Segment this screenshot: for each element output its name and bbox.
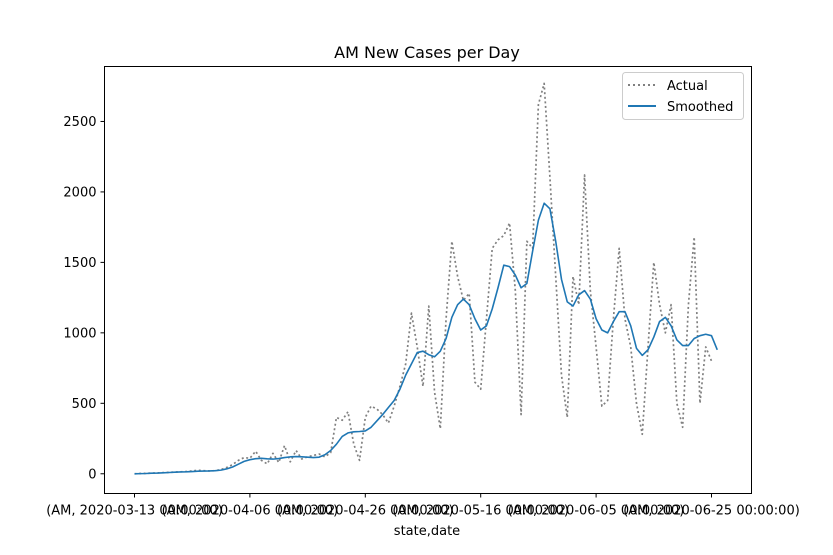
x-tick-label: (AM, 2020-05-16 00:00:00) xyxy=(392,504,569,519)
y-tick-label: 1000 xyxy=(63,326,96,341)
chart-title: AM New Cases per Day xyxy=(334,43,520,62)
y-tick-label: 500 xyxy=(72,397,97,412)
y-tick-label: 2000 xyxy=(63,185,96,200)
x-tick-label: (AM, 2020-03-13 00:00:00) xyxy=(46,504,223,519)
y-axis-ticks: 0 500 1000 1500 2000 2500 xyxy=(63,115,105,482)
legend: Actual Smoothed xyxy=(622,72,744,120)
x-axis-ticks: (AM, 2020-03-13 00:00:00)(AM, 2020-04-06… xyxy=(46,493,800,519)
x-tick-label: (AM, 2020-06-25 00:00:00) xyxy=(623,504,800,519)
legend-actual-label: Actual xyxy=(667,79,708,94)
y-tick-label: 1500 xyxy=(63,256,96,271)
series-line-smoothed xyxy=(134,202,719,475)
series-layer xyxy=(134,82,719,475)
y-tick-label: 2500 xyxy=(63,115,96,130)
x-tick-label: (AM, 2020-04-06 00:00:00) xyxy=(162,504,339,519)
legend-box xyxy=(622,72,744,120)
y-tick-label: 0 xyxy=(88,467,96,482)
series-line-actual xyxy=(134,82,713,475)
x-axis-label: state,date xyxy=(394,524,460,539)
x-tick-label: (AM, 2020-06-05 00:00:00) xyxy=(508,504,685,519)
plot-frame xyxy=(104,66,752,494)
legend-smoothed-label: Smoothed xyxy=(667,100,733,115)
x-tick-label: (AM, 2020-04-26 00:00:00) xyxy=(277,504,454,519)
